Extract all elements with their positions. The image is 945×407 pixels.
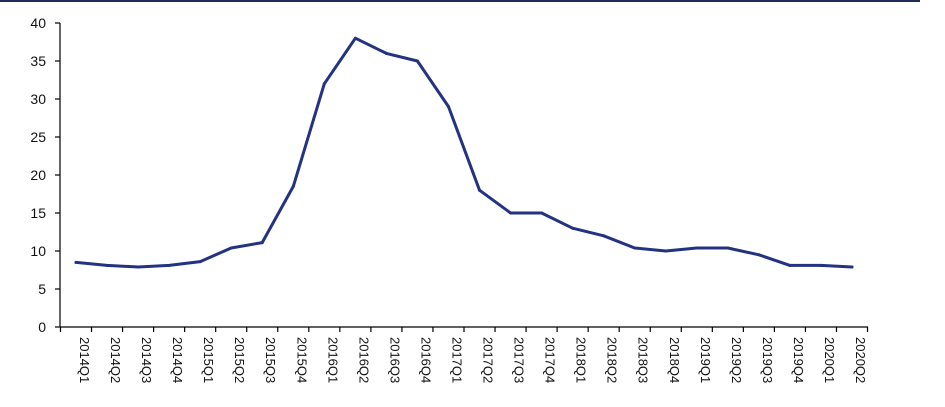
y-tick-label: 15 [30, 205, 46, 221]
data-point [695, 246, 699, 250]
data-point [136, 265, 140, 269]
x-tick-label: 2019Q2 [729, 337, 744, 383]
series-line [74, 36, 854, 269]
data-point [260, 241, 264, 245]
x-tick-label: 2017Q3 [512, 337, 527, 383]
x-tick-label: 2015Q4 [294, 337, 309, 383]
x-tick-label: 2018Q4 [667, 337, 682, 383]
data-point [850, 265, 854, 269]
data-point [602, 234, 606, 238]
x-tick-label: 2015Q1 [201, 337, 216, 383]
data-point [415, 59, 419, 63]
data-point [105, 263, 109, 267]
x-tick-label: 2015Q2 [232, 337, 247, 383]
y-tick-label: 5 [38, 281, 46, 297]
x-tick-label: 2019Q4 [791, 337, 806, 383]
x-tick-label: 2016Q4 [418, 337, 433, 383]
data-point [198, 260, 202, 264]
x-tick-label: 2018Q3 [636, 337, 651, 383]
x-tick-label: 2020Q1 [822, 337, 837, 383]
x-tick-label: 2017Q2 [481, 337, 496, 383]
y-tick-label: 0 [38, 319, 46, 335]
x-tick-label: 2016Q3 [387, 337, 402, 383]
y-tick-label: 10 [30, 243, 46, 259]
data-point [384, 51, 388, 55]
series-layer [74, 36, 854, 269]
data-point [664, 249, 668, 253]
data-point [74, 260, 78, 264]
data-point [291, 184, 295, 188]
x-tick-label: 2017Q1 [449, 337, 464, 383]
y-axis: 0 5 10 15 20 25 30 35 40 [30, 15, 61, 335]
x-axis: 2014Q1 2014Q2 2014Q3 2014Q4 2015Q1 2015Q2 2015… [59, 326, 869, 383]
x-tick-label: 2017Q4 [543, 337, 558, 383]
data-point [571, 226, 575, 230]
x-tick-label: 2018Q2 [605, 337, 620, 383]
x-tick-label: 2019Q3 [760, 337, 775, 383]
x-tick-label: 2014Q2 [108, 337, 123, 383]
x-tick-label: 2016Q1 [325, 337, 340, 383]
data-point [322, 82, 326, 86]
y-tick-label: 20 [30, 167, 46, 183]
x-tick-label: 2014Q1 [77, 337, 92, 383]
data-point [788, 263, 792, 267]
data-point [509, 211, 513, 215]
data-point [229, 246, 233, 250]
data-point [540, 211, 544, 215]
data-point [353, 36, 357, 40]
data-point [757, 253, 761, 257]
data-point [446, 105, 450, 109]
y-tick-label: 25 [30, 129, 46, 145]
x-tick-label: 2014Q3 [139, 337, 154, 383]
data-point [478, 188, 482, 192]
x-tick-label: 2020Q2 [853, 337, 868, 383]
y-tick-label: 35 [30, 53, 46, 69]
data-point [726, 246, 730, 250]
data-point [819, 263, 823, 267]
y-tick-label: 40 [30, 15, 46, 31]
x-tick-label: 2018Q1 [574, 337, 589, 383]
x-tick-label: 2014Q4 [170, 337, 185, 383]
x-tick-label: 2016Q2 [356, 337, 371, 383]
x-tick-label: 2019Q1 [698, 337, 713, 383]
y-tick-label: 30 [30, 91, 46, 107]
x-tick-label: 2015Q3 [263, 337, 278, 383]
data-point [167, 263, 171, 267]
data-point [633, 246, 637, 250]
